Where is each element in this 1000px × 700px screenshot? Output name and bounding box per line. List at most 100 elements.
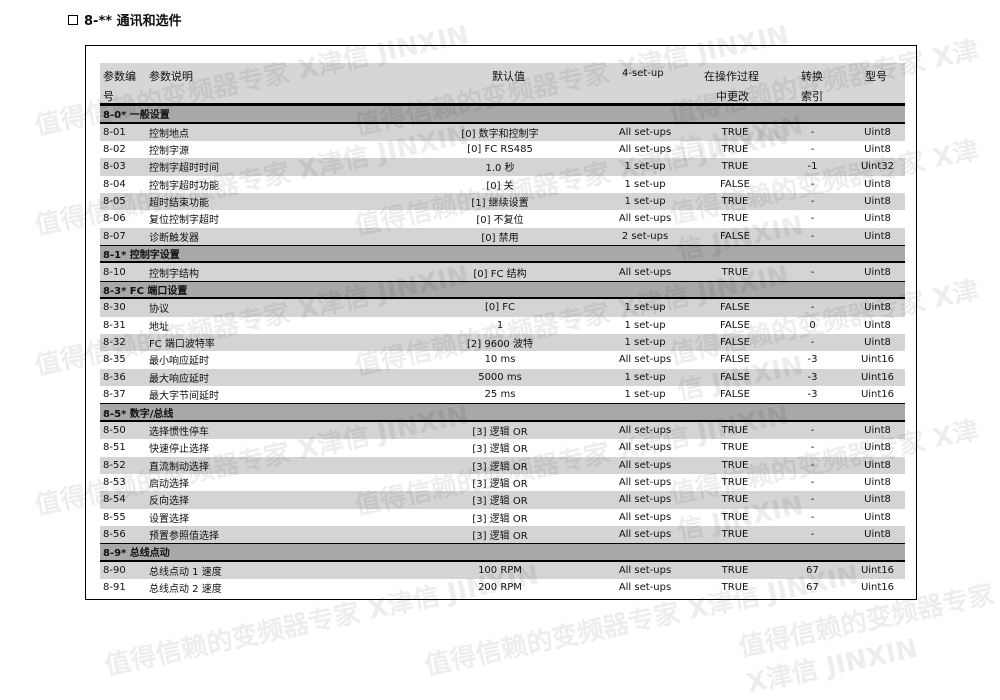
type: Uint8 [864,459,891,471]
setup: 1 set-up [624,161,666,173]
type: Uint8 [864,266,891,278]
default-value: 5000 ms [478,371,522,383]
conversion-index: - [810,196,815,208]
type: Uint8 [864,126,891,138]
change-during-op: TRUE [721,213,749,225]
default-value: [3] 逻辑 OR [472,426,528,438]
group-header: 8-0* 一般设置 [100,105,905,124]
conversion-index: -3 [807,389,818,401]
change-during-op: TRUE [721,529,749,541]
default-value: [3] 逻辑 OR [472,531,528,543]
section-title-text: 8-** 通讯和选件 [84,14,182,29]
header-no-2: 号 [103,90,114,103]
param-number: 8-30 [103,302,126,314]
default-value: [0] FC RS485 [467,144,533,156]
param-number: 8-01 [103,126,126,138]
param-desc: 控制字超时功能 [149,180,219,192]
conversion-index: 0 [809,319,816,331]
param-number: 8-52 [103,459,126,471]
table-row: 8-06 复位控制字超时 [0] 不复位 All set-ups TRUE - Uint8 [100,210,905,227]
type: Uint8 [864,424,891,436]
table-row: 8-51 快速停止选择 [3] 逻辑 OR All set-ups TRUE - Uint8 [100,439,905,456]
change-during-op: FALSE [720,371,750,383]
change-during-op: FALSE [720,319,750,331]
type: Uint8 [864,178,891,190]
conversion-index: - [810,424,815,436]
conversion-index: - [810,266,815,278]
type: Uint8 [864,319,891,331]
table-frame [85,45,917,600]
change-during-op: TRUE [721,424,749,436]
table-row: 8-52 直流制动选择 [3] 逻辑 OR All set-ups TRUE - Uint8 [100,456,905,474]
default-value: [1] 继续设置 [471,198,529,210]
default-value: [3] 逻辑 OR [472,513,528,525]
default-value: [0] 禁用 [481,232,519,244]
param-number: 8-31 [103,319,126,331]
change-during-op: TRUE [721,477,749,489]
type: Uint8 [864,302,891,314]
default-value: 200 RPM [478,582,522,594]
param-number: 8-36 [103,371,126,383]
param-desc: 最大响应延时 [149,373,209,385]
param-desc: 控制地点 [149,128,189,140]
section-title: 8-** 通讯和选件 [68,10,182,29]
parameter-table: 参数编 号 参数说明 默认值 4-set-up 在操作过程 中更改 转换 索引 … [100,63,905,596]
table-row: 8-50 选择惯性停车 [3] 逻辑 OR All set-ups TRUE - Uint8 [100,421,905,440]
param-desc: 预置参照值选择 [149,531,219,543]
type: Uint32 [860,161,895,173]
header-conv: 转换 [801,70,823,83]
param-number: 8-02 [103,144,126,156]
header-change: 在操作过程 [704,70,759,83]
setup: 1 set-up [624,337,666,349]
param-desc: 控制字结构 [149,268,199,280]
param-number: 8-07 [103,230,126,242]
group-header: 8-9* 总线点动 [100,543,905,562]
change-during-op: TRUE [721,266,749,278]
table-row: 8-03 控制字超时时间 1.0 秒 1 set-up TRUE -1 Uint32 [100,158,905,176]
param-number: 8-04 [103,178,126,190]
param-desc: 地址 [149,321,169,333]
param-number: 8-06 [103,213,126,225]
param-number: 8-51 [103,442,126,454]
type: Uint8 [864,337,891,349]
conversion-index: - [810,529,815,541]
header-default: 默认值 [492,70,525,83]
change-during-op: FALSE [720,389,750,401]
setup: 1 set-up [624,389,666,401]
param-desc: 控制字超时时间 [149,163,219,175]
default-value: 1 [496,319,504,331]
param-desc: 设置选择 [149,513,189,525]
change-during-op: TRUE [721,196,749,208]
type: Uint16 [860,582,895,594]
header-conv-2: 索引 [801,90,823,103]
param-number: 8-50 [103,424,126,436]
conversion-index: 67 [806,582,819,594]
table-row: 8-56 预置参照值选择 [3] 逻辑 OR All set-ups TRUE - Uint… [100,525,905,544]
type: Uint8 [864,529,891,541]
setup: 1 set-up [624,178,666,190]
change-during-op: TRUE [721,126,749,138]
type: Uint8 [864,230,891,242]
table-row: 8-37 最大字节间延时 25 ms 1 set-up FALSE -3 Uint16 [100,386,905,403]
default-value: 10 ms [484,354,516,366]
conversion-index: -3 [807,354,818,366]
param-number: 8-32 [103,337,126,349]
default-value: [3] 逻辑 OR [472,496,528,508]
change-during-op: TRUE [721,144,749,156]
default-value: 1.0 秒 [485,163,515,175]
table-row: 8-54 反向选择 [3] 逻辑 OR All set-ups TRUE - Uint8 [100,491,905,509]
conversion-index: - [810,302,815,314]
param-desc: 最大字节间延时 [149,391,219,403]
default-value: [0] FC 结构 [473,268,527,280]
header-change-2: 中更改 [716,90,749,103]
conversion-index: - [810,144,815,156]
table-row: 8-32 FC 端口波特率 [2] 9600 波特 1 set-up FALSE - Uin… [100,333,905,352]
setup: All set-ups [618,424,672,436]
default-value: [3] 逻辑 OR [472,479,528,491]
param-number: 8-03 [103,161,126,173]
type: Uint8 [864,511,891,523]
type: Uint16 [860,354,895,366]
setup: All set-ups [618,442,672,454]
header-type: 型号 [865,70,887,83]
setup: 1 set-up [624,302,666,314]
